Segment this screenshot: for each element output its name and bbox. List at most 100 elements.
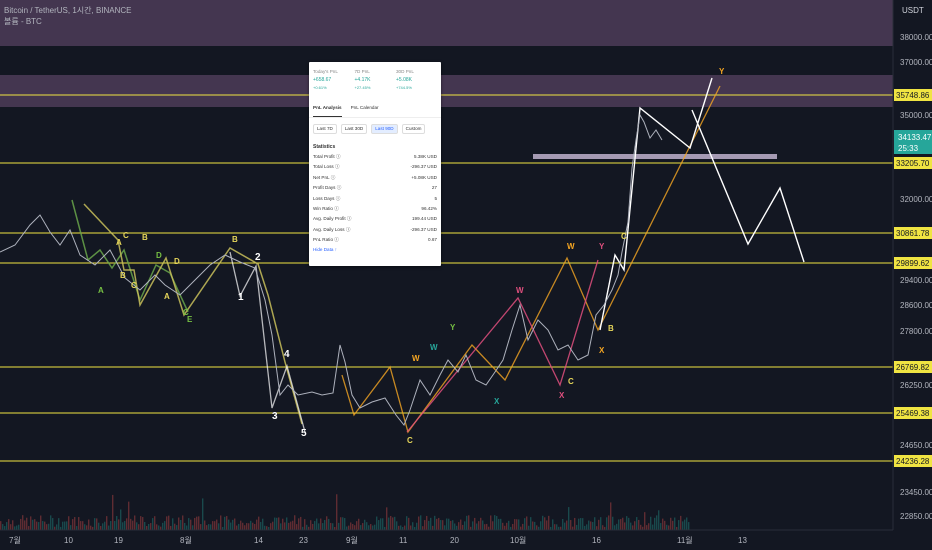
- volume-bar: [624, 522, 626, 530]
- volume-bar: [616, 523, 618, 530]
- volume-bar: [146, 525, 148, 530]
- volume-bar: [202, 498, 204, 530]
- volume-bar: [596, 526, 598, 530]
- wave-label: 3: [272, 411, 278, 422]
- stat-label: Total Profit ⓘ: [313, 154, 341, 159]
- wave-label: 5: [301, 428, 307, 439]
- volume-bar: [312, 523, 314, 530]
- volume-bar: [18, 524, 20, 530]
- volume-bar: [44, 521, 46, 530]
- bar-countdown: 25:33: [898, 144, 919, 153]
- last-30d-button[interactable]: Last 30D: [340, 124, 368, 134]
- volume-bar: [580, 518, 582, 530]
- stat-label: Avg. Daily Profit ⓘ: [313, 216, 352, 222]
- volume-bar: [582, 518, 584, 530]
- level-price: 26769.82: [896, 363, 930, 372]
- stat-row: Total Loss ⓘ -296.37 USD: [309, 162, 441, 172]
- volume-bar: [428, 520, 430, 530]
- volume-bar: [396, 521, 398, 530]
- volume-bar: [376, 516, 378, 530]
- volume-bar: [182, 515, 184, 530]
- volume-bar: [552, 519, 554, 530]
- volume-bar: [400, 525, 402, 530]
- stat-row: Win Ratio ⓘ 96.42%: [309, 204, 441, 214]
- wave-label: X: [494, 397, 500, 406]
- custom-range-button[interactable]: Custom: [401, 124, 426, 134]
- volume-bar: [410, 525, 412, 530]
- volume-bar: [82, 521, 84, 530]
- volume-bar: [688, 522, 690, 530]
- volume-indicator-label: 볼륨 - BTC: [4, 17, 42, 26]
- last-90d-button[interactable]: Last 90D: [371, 124, 398, 134]
- volume-bar: [380, 518, 382, 530]
- price-tick: 27800.00: [900, 327, 932, 336]
- stat-row: Avg. Daily Loss ⓘ -296.37 USD: [309, 225, 441, 235]
- volume-bar: [164, 521, 166, 530]
- volume-bar: [352, 523, 354, 530]
- volume-bar: [444, 525, 446, 530]
- volume-bar: [138, 524, 140, 530]
- volume-bar: [132, 520, 134, 530]
- stat-label: Net PnL ⓘ: [313, 174, 336, 180]
- time-tick: 23: [299, 536, 308, 545]
- stat-row: Profit Days ⓘ 27: [309, 183, 441, 193]
- volume-bar: [526, 516, 528, 530]
- volume-bar: [24, 520, 26, 530]
- wave-label: B: [608, 324, 614, 333]
- volume-bar: [470, 526, 472, 530]
- volume-bar: [350, 522, 352, 530]
- volume-bar: [92, 526, 94, 530]
- last-7d-button[interactable]: Last 7D: [313, 124, 337, 134]
- volume-bar: [430, 517, 432, 530]
- volume-bar: [80, 521, 82, 530]
- wave-label: C: [131, 281, 137, 290]
- volume-bar: [604, 526, 606, 530]
- volume-bar: [190, 519, 192, 530]
- volume-bar: [340, 517, 342, 530]
- white-forecast: [691, 109, 805, 263]
- volume-bar: [126, 518, 128, 530]
- volume-bar: [112, 494, 114, 530]
- volume-bar: [484, 524, 486, 530]
- volume-bar: [382, 518, 384, 530]
- volume-bar: [318, 523, 320, 530]
- volume-bar: [432, 525, 434, 530]
- wave-label: C: [123, 231, 129, 240]
- volume-bar: [192, 525, 194, 530]
- time-tick: 10: [64, 536, 73, 545]
- volume-bar: [424, 520, 426, 530]
- volume-bar: [306, 524, 308, 530]
- time-tick: 19: [114, 536, 123, 545]
- volume-bar: [76, 526, 78, 530]
- volume-bar: [564, 522, 566, 530]
- volume-bar: [622, 517, 624, 530]
- volume-bar: [412, 522, 414, 530]
- volume-bar: [254, 523, 256, 530]
- volume-bar: [662, 518, 664, 530]
- volume-bar: [234, 518, 236, 530]
- volume-bar: [332, 523, 334, 530]
- tab-pnl-analysis[interactable]: PnL Analysis: [313, 105, 342, 117]
- pnl-panel: Today's PnL +658.67 +0.61% 7D PnL +4.17K…: [309, 62, 441, 266]
- stat-label: Avg. Daily Loss ⓘ: [313, 226, 351, 232]
- volume-bar: [188, 518, 190, 530]
- tab-pnl-calendar[interactable]: PnL Calendar: [350, 105, 379, 110]
- volume-bar: [46, 524, 48, 530]
- volume-bar: [636, 517, 638, 530]
- statistics-list: Total Profit ⓘ 5.38K USD Total Loss ⓘ -296.…: [309, 152, 441, 246]
- volume-bar: [152, 518, 154, 530]
- price-tick: 22850.00: [900, 512, 932, 521]
- level-badge: [894, 407, 932, 419]
- volume-bar: [592, 521, 594, 530]
- hide-data-link[interactable]: Hide Data ↑: [313, 246, 338, 252]
- volume-bar: [480, 517, 482, 530]
- volume-bar: [212, 521, 214, 530]
- volume-bar: [402, 526, 404, 530]
- volume-bar: [326, 516, 328, 530]
- volume-bar: [532, 521, 534, 530]
- volume-bar: [680, 515, 682, 530]
- wave-label: D: [174, 257, 180, 266]
- volume-bar: [660, 523, 662, 530]
- volume-bar: [14, 526, 16, 530]
